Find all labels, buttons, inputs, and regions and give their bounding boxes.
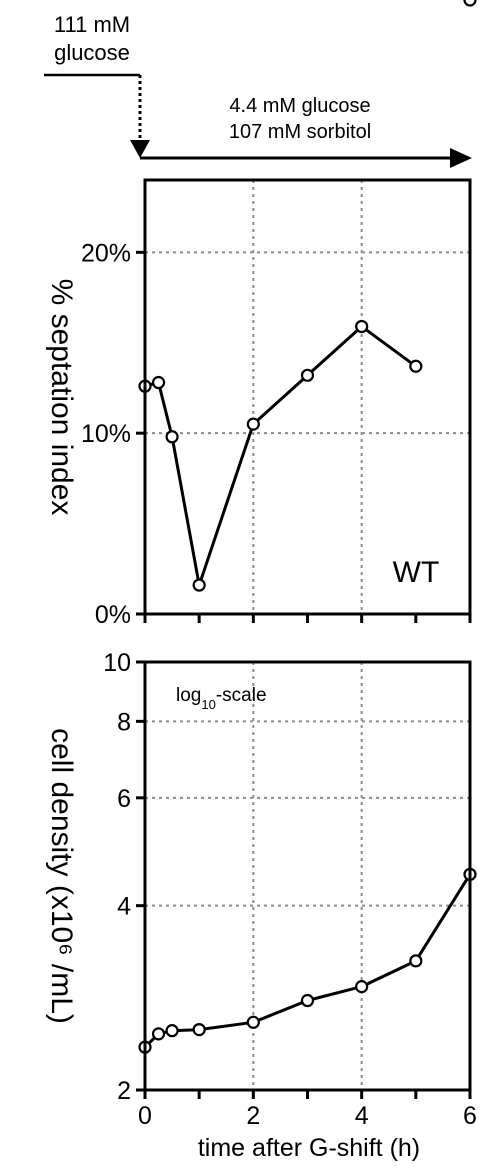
log-scale-annotation: log10-scale [176,685,267,712]
before-label-line1: 111 mM [54,12,130,37]
cell-density-y-axis-label: cell density (x10⁶ /mL) [45,728,78,1024]
data-point [355,319,369,334]
septation-gridlines [145,180,470,614]
data-point [151,1027,166,1041]
data-point [463,0,477,7]
data-point [409,954,423,968]
cell-density-y-ticks: 2 4 6 8 10 [103,649,145,1105]
data-point [246,417,260,431]
septation-y-ticks: 0% 10% 20% [81,239,145,629]
data-point [165,430,179,444]
septation-x-ticks [143,614,472,623]
after-condition-arrowhead [450,148,472,168]
data-point [300,993,315,1008]
y-tick-label: 10% [81,420,131,448]
data-point [300,368,315,382]
series-line [144,325,417,587]
cell-density-x-ticks [143,1090,472,1099]
x-tick-label: 2 [246,1102,260,1130]
data-point [192,578,206,592]
cell-density-gridlines [145,662,470,1090]
y-tick-label: 10 [103,649,131,677]
y-tick-label: 0% [95,601,131,629]
cell-density-plot-frame [143,660,472,1092]
shift-arrowhead-down [130,140,150,158]
cell-density-x-tick-labels: 0 2 4 6 [138,1102,477,1130]
septation-y-axis-label: % septation index [45,279,78,516]
before-label-line2: glucose [54,40,130,65]
septation-series-line [144,325,417,587]
x-tick-label: 4 [355,1102,369,1130]
data-point [165,1024,179,1038]
data-point [246,1015,260,1029]
cell-density-data-points [138,867,477,1054]
y-tick-label: 8 [117,708,131,736]
data-point [409,359,423,373]
data-point [192,1022,206,1037]
septation-chart: 0% 10% 20% % septation index WT [45,0,477,629]
y-tick-label: 20% [81,239,131,267]
y-tick-label: 2 [117,1077,131,1105]
y-tick-label: 4 [117,893,131,921]
data-point [151,375,166,390]
after-label-line2: 107 mM sorbitol [229,121,371,143]
condition-annotation: 111 mM glucose 4.4 mM glucose 107 mM sor… [44,12,472,168]
septation-wt-annotation: WT [393,556,440,589]
after-label-line1: 4.4 mM glucose [229,95,370,117]
y-tick-label: 6 [117,785,131,813]
x-tick-label: 6 [463,1102,477,1130]
x-tick-label: 0 [138,1102,152,1130]
septation-data-points [138,0,477,592]
x-axis-label: time after G-shift (h) [198,1134,420,1162]
data-point [355,980,369,994]
